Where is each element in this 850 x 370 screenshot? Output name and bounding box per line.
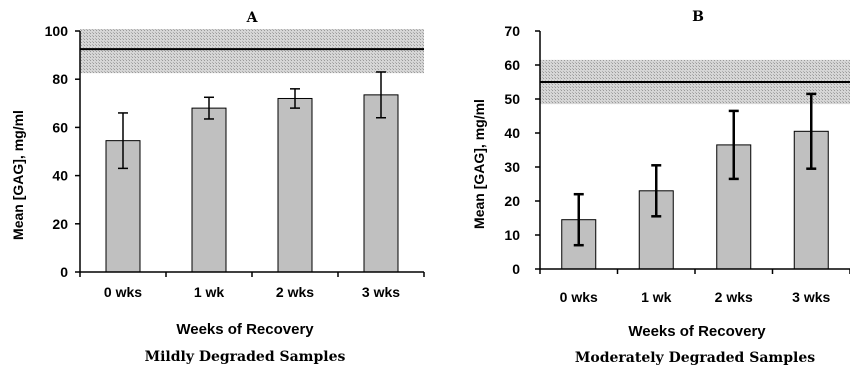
reference-band — [80, 29, 424, 74]
x-tick-label: 1 wk — [194, 284, 225, 300]
x-tick-label: 0 wks — [104, 284, 142, 300]
bar-3 — [363, 94, 399, 273]
y-tick-label: 40 — [52, 168, 68, 184]
bar-2 — [277, 97, 313, 273]
x-axis-label: Weeks of Recovery — [176, 321, 314, 338]
chart-title: A — [246, 10, 259, 26]
error-bar-3 — [376, 71, 386, 119]
bar-1 — [191, 107, 227, 273]
y-tick-label: 20 — [52, 216, 68, 232]
y-tick-label: 70 — [504, 23, 520, 39]
plot-area: 0 wks 1 wk 2 wks 3 wks 0 10 20 30 40 50 60 70 — [504, 23, 850, 305]
y-tick-label: 0 — [512, 261, 520, 277]
error-bar-3 — [806, 92, 817, 170]
y-tick-label: 60 — [52, 119, 68, 135]
error-bar-0 — [573, 192, 584, 247]
x-tick-label: 2 wks — [276, 284, 314, 300]
error-bar-2 — [728, 109, 739, 181]
chart-caption: Moderately Degraded Samples — [575, 350, 815, 366]
y-tick-label: 40 — [504, 125, 520, 141]
y-tick-label: 80 — [52, 71, 68, 87]
chart-panel-a: A Mean [GAG], mg/ml Weeks of Recovery Mi… — [10, 10, 425, 365]
error-bar-1 — [651, 164, 662, 218]
y-tick-label: 50 — [504, 91, 520, 107]
chart-caption: Mildly Degraded Samples — [145, 349, 346, 365]
y-tick-label: 10 — [504, 227, 520, 243]
y-axis-label: Mean [GAG], mg/ml — [471, 99, 487, 229]
x-tick-label: 0 wks — [560, 289, 598, 305]
y-tick-label: 60 — [504, 57, 520, 73]
y-tick-label: 100 — [45, 23, 69, 39]
x-axis-label: Weeks of Recovery — [628, 323, 766, 340]
y-tick-label: 30 — [504, 159, 520, 175]
y-tick-label: 20 — [504, 193, 520, 209]
chart-title: B — [692, 9, 704, 25]
error-bar-0 — [118, 112, 128, 170]
x-tick-label: 3 wks — [792, 289, 830, 305]
error-bar-1 — [204, 96, 214, 120]
plot-area: 0 wks 1 wk 2 wks 3 wks 0 20 40 60 80 100 — [45, 23, 425, 300]
y-axis-label: Mean [GAG], mg/ml — [10, 110, 26, 240]
error-bar-2 — [290, 88, 300, 109]
y-tick-label: 0 — [60, 264, 68, 280]
x-tick-label: 2 wks — [715, 289, 753, 305]
x-tick-label: 3 wks — [362, 284, 400, 300]
x-tick-label: 1 wk — [641, 289, 672, 305]
chart-panel-b: B Mean [GAG], mg/ml Weeks of Recovery Mo… — [471, 9, 850, 366]
